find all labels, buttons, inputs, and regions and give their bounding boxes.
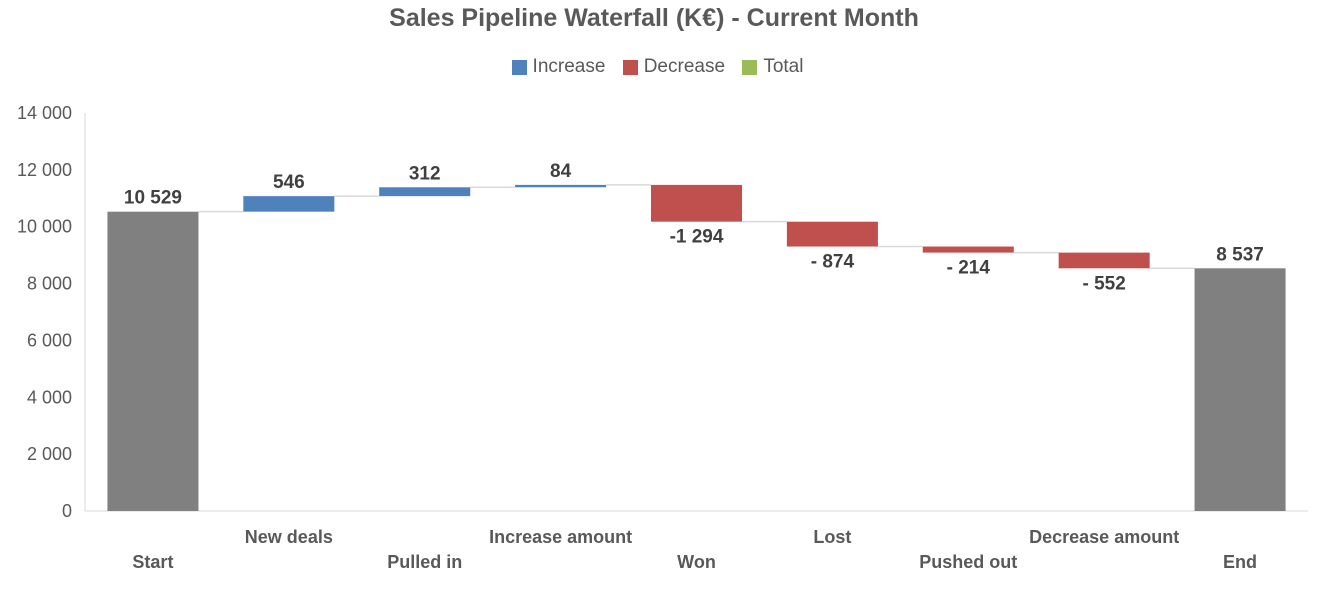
legend-item-decrease[interactable]: Decrease (622, 56, 726, 78)
data-label: 8 537 (1216, 244, 1264, 265)
bar-increase (379, 187, 471, 197)
data-label: - 214 (947, 258, 991, 279)
bar-total (1194, 268, 1286, 511)
y-tick-label: 4 000 (27, 387, 72, 407)
y-tick-label: 2 000 (27, 444, 72, 464)
category-label: Won (677, 552, 716, 572)
legend-item-total[interactable]: Total (742, 56, 803, 78)
legend: Increase Decrease Total (0, 56, 1315, 81)
category-label: Lost (813, 527, 851, 547)
bar-decrease (922, 246, 1014, 253)
data-label: 312 (409, 163, 441, 184)
data-label: 546 (273, 172, 305, 193)
data-label: -1 294 (670, 227, 724, 248)
y-tick-label: 12 000 (17, 160, 72, 180)
y-tick-label: 0 (62, 501, 72, 521)
category-label: Pushed out (919, 552, 1017, 572)
category-label: Increase amount (489, 527, 632, 547)
bar-decrease (650, 184, 743, 222)
legend-label-decrease: Decrease (643, 56, 726, 77)
y-tick-label: 6 000 (27, 330, 72, 350)
category-label: Pulled in (387, 552, 462, 572)
legend-item-increase[interactable]: Increase (511, 56, 606, 78)
category-label: Decrease amount (1029, 527, 1179, 547)
legend-swatch-increase (511, 59, 527, 75)
y-tick-label: 10 000 (17, 217, 72, 237)
legend-swatch-total (742, 59, 758, 75)
category-label: End (1223, 552, 1257, 572)
bar-decrease (1058, 252, 1150, 269)
category-label: Start (132, 552, 173, 572)
data-label: 84 (550, 161, 572, 182)
chart-title: Sales Pipeline Waterfall (K€) - Current … (389, 4, 919, 32)
bar-increase (515, 184, 607, 188)
bar-increase (243, 196, 335, 212)
bar-decrease (786, 221, 878, 247)
legend-label-total: Total (763, 56, 804, 77)
y-tick-label: 14 000 (17, 103, 72, 123)
bar-total (107, 211, 199, 511)
category-label: New deals (245, 527, 333, 547)
data-label: - 552 (1083, 273, 1126, 294)
data-label: - 874 (811, 252, 855, 273)
y-tick-label: 8 000 (27, 274, 72, 294)
data-label: 10 529 (124, 188, 182, 209)
legend-label-increase: Increase (532, 56, 606, 77)
legend-swatch-decrease (622, 59, 638, 75)
